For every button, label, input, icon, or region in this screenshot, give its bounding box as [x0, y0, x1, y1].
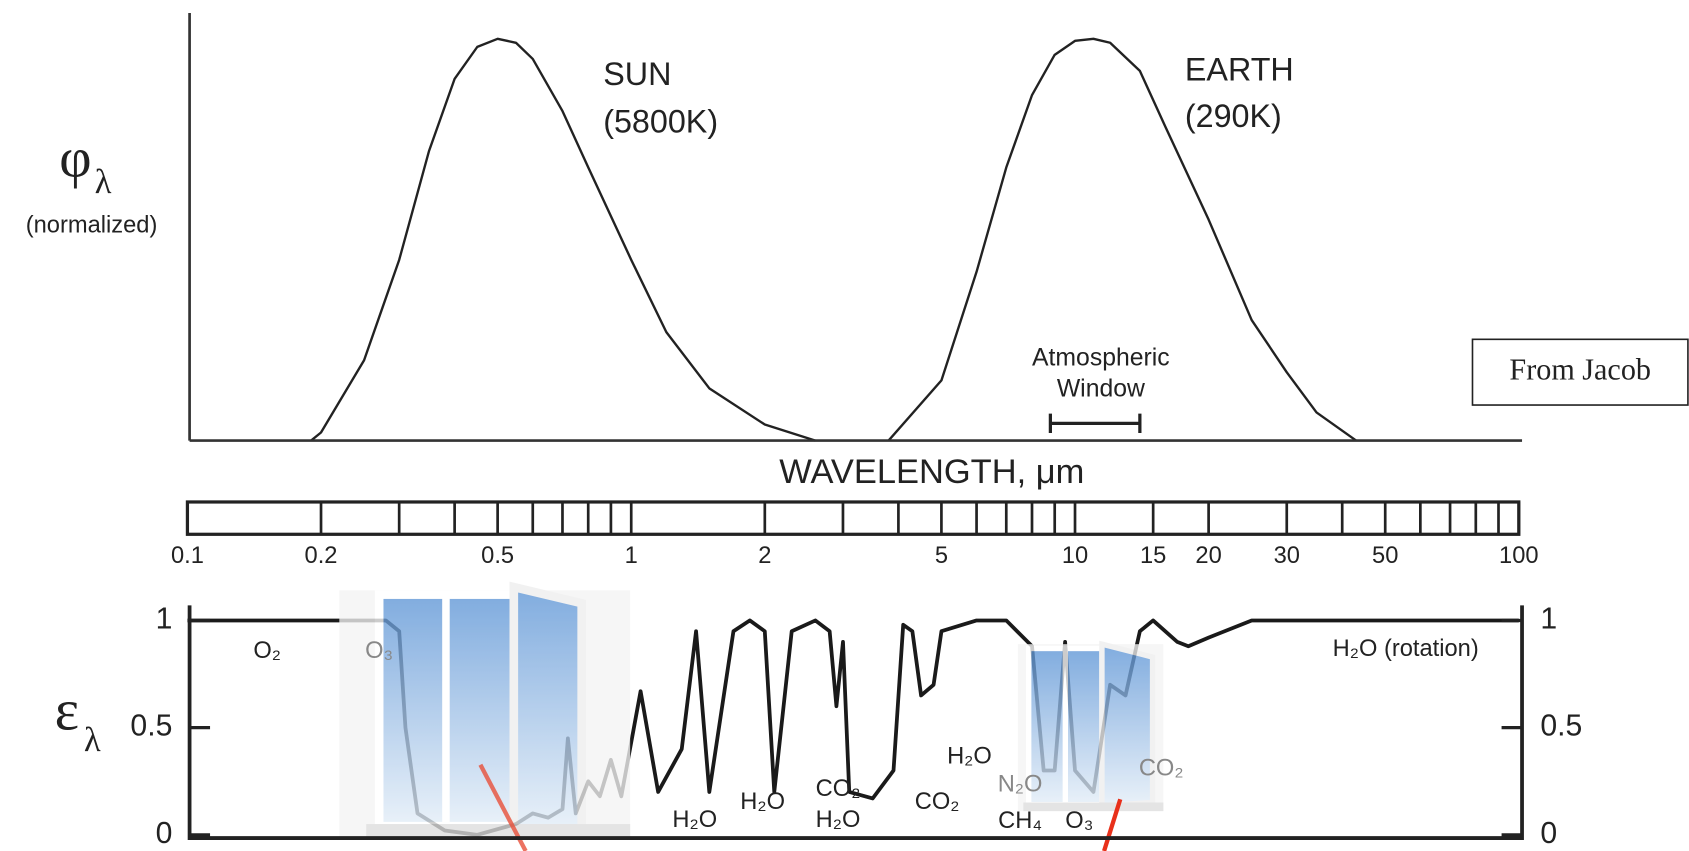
gas-label: O₃ [1065, 808, 1093, 834]
x-tick-label: 20 [1195, 543, 1221, 569]
y-label: ε [55, 678, 79, 743]
x-tick-label: 0.1 [171, 543, 204, 569]
y2-tick-label: 0.5 [1540, 710, 1582, 743]
data-line [310, 37, 816, 442]
axes-layer: 0.1 0.2 0.5 1 2 5 10 15 20 30 50 100 0 0 0.5 0.5 1 1 [130, 12, 1582, 850]
x-label: WAVELENGTH, μm [779, 453, 1084, 491]
y-tick-label: 1 [156, 602, 173, 635]
y2-tick-label: 1 [1540, 602, 1557, 635]
annotation: Atmospheric [1032, 344, 1170, 371]
gas-label: CO₂ [915, 789, 960, 815]
gas-label: CO₂ [1139, 755, 1184, 781]
x-tick-label: 10 [1062, 543, 1088, 569]
y-label: φ [59, 128, 91, 190]
curve-label: EARTH [1185, 52, 1294, 88]
x-tick-label: 0.5 [481, 543, 514, 569]
x-tick-label: 100 [1499, 543, 1539, 569]
window-illustration [339, 581, 631, 840]
gas-label: N₂O [998, 772, 1043, 798]
gas-label: O₃ [365, 638, 393, 664]
y-tick-label: 0.5 [130, 710, 172, 743]
gas-label: O₂ [253, 638, 281, 664]
data-line [887, 37, 1357, 442]
gas-label: CO₂ [816, 776, 861, 802]
x-tick-label: 2 [758, 543, 771, 569]
pointer-line [1102, 798, 1123, 851]
curve-label: (5800K) [603, 103, 718, 139]
gas-label: H₂O [740, 789, 785, 815]
y-tick-label: 0 [156, 817, 173, 850]
y-label-note: (normalized) [26, 212, 158, 238]
x-tick-label: 1 [625, 543, 638, 569]
curve-label: SUN [603, 56, 671, 92]
x-tick-label: 0.2 [305, 543, 338, 569]
scale-strip [185, 500, 1521, 536]
gas-label: H₂O [947, 744, 992, 770]
gas-label: H₂O [672, 807, 717, 833]
gas-label: CH₄ [998, 808, 1042, 834]
y2-tick-label: 0 [1540, 817, 1557, 850]
annotation: Window [1057, 376, 1145, 403]
gas-label: H₂O (rotation) [1333, 636, 1479, 662]
x-tick-label: 15 [1140, 543, 1166, 569]
x-tick-label: 30 [1274, 543, 1300, 569]
window-bracket [1048, 413, 1142, 434]
window-illustration [1017, 640, 1164, 812]
x-tick-label: 50 [1372, 543, 1398, 569]
axis-frame [187, 605, 1524, 840]
y-label-subscript: λ [95, 163, 112, 201]
y-label-subscript: λ [84, 721, 101, 759]
curve-label: (290K) [1185, 98, 1282, 134]
x-tick-label: 5 [935, 543, 948, 569]
credit: From Jacob [1509, 353, 1651, 387]
gas-label: H₂O [816, 807, 861, 833]
credit-box [1471, 338, 1689, 406]
